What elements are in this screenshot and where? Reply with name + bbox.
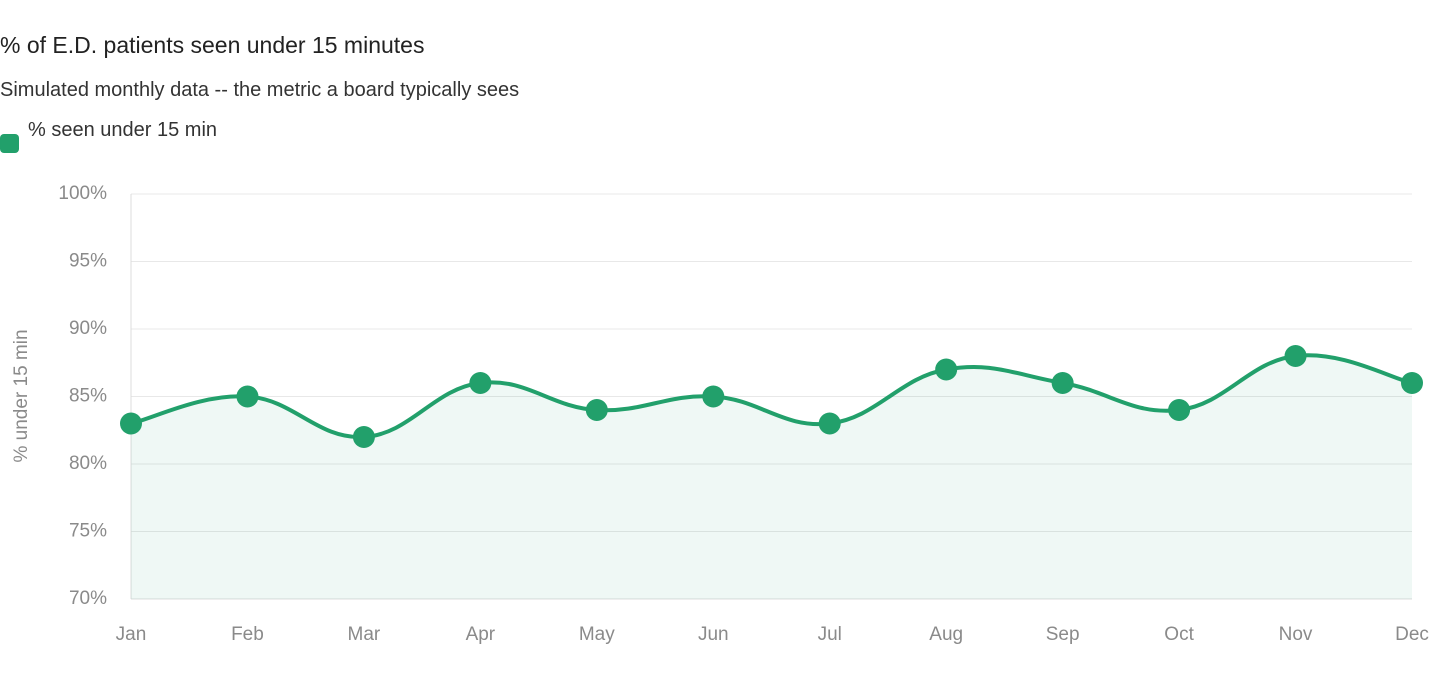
point bbox=[1051, 372, 1074, 394]
x-tick-label: Aug bbox=[929, 624, 963, 645]
y-tick-label: 75% bbox=[69, 521, 107, 542]
legend-swatch bbox=[0, 134, 19, 153]
area bbox=[131, 355, 1412, 599]
point bbox=[1168, 399, 1191, 421]
x-tick-label: May bbox=[579, 624, 615, 645]
x-tick-label: Mar bbox=[348, 624, 381, 645]
x-tick-label: Dec bbox=[1395, 624, 1429, 645]
y-tick-label: 100% bbox=[58, 183, 107, 204]
x-tick-label: Jun bbox=[698, 624, 729, 645]
point bbox=[818, 412, 841, 435]
point bbox=[702, 385, 725, 408]
point bbox=[585, 399, 608, 421]
point bbox=[1401, 372, 1423, 394]
x-tick-label: Apr bbox=[466, 624, 496, 645]
x-tick-label: Nov bbox=[1279, 624, 1313, 645]
legend: % seen under 15 min bbox=[0, 116, 228, 153]
x-tick-label: Sep bbox=[1046, 624, 1080, 645]
chart-subtitle: Simulated monthly data -- the metric a b… bbox=[0, 79, 520, 101]
y-tick-label: 80% bbox=[69, 453, 107, 474]
point bbox=[352, 426, 375, 448]
y-axis-label: % under 15 min bbox=[11, 329, 32, 462]
legend-label: % seen under 15 min bbox=[28, 119, 218, 141]
chart-title: % of E.D. patients seen under 15 minutes bbox=[0, 32, 425, 58]
point bbox=[120, 412, 142, 435]
point bbox=[1284, 345, 1307, 367]
x-tick-label: Oct bbox=[1164, 624, 1194, 645]
x-tick-label: Jan bbox=[116, 624, 147, 645]
x-tick-label: Jul bbox=[818, 624, 842, 645]
y-tick-label: 90% bbox=[69, 318, 107, 339]
y-tick-label: 95% bbox=[69, 251, 107, 272]
point bbox=[935, 358, 958, 381]
x-tick-label: Feb bbox=[231, 624, 264, 645]
line bbox=[130, 353, 1413, 440]
y-tick-label: 70% bbox=[69, 588, 107, 609]
point bbox=[469, 372, 492, 394]
point bbox=[236, 385, 259, 408]
y-tick-label: 85% bbox=[69, 386, 107, 407]
